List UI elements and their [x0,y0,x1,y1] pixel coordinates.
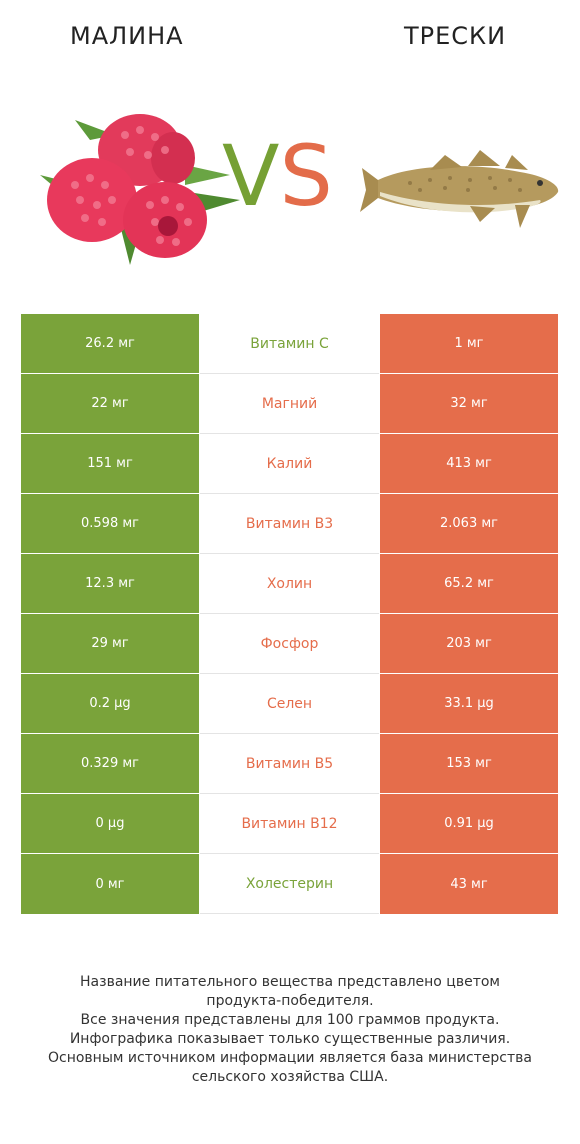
right-value: 203 мг [379,614,558,674]
table-row: 22 мг Магний 32 мг [21,374,558,434]
right-value: 153 мг [379,734,558,794]
table-row: 151 мг Калий 413 мг [21,434,558,494]
right-value: 32 мг [379,374,558,434]
right-value: 2.063 мг [379,494,558,554]
table-row: 0.598 мг Витамин B3 2.063 мг [21,494,558,554]
footer-line: Основным источником информации является … [48,1050,532,1066]
right-value: 33.1 µg [379,674,558,734]
vs-label: VS [222,134,333,218]
nutrient-label: Витамин C [200,314,379,374]
table-row: 0 µg Витамин B12 0.91 µg [21,794,558,854]
footer-notes: Название питательного вещества представл… [20,973,560,1087]
table-row: 0.329 мг Витамин B5 153 мг [21,734,558,794]
vs-s-letter: S [279,127,333,225]
left-value: 26.2 мг [21,314,200,374]
table-row: 0 мг Холестерин 43 мг [21,854,558,914]
right-value: 65.2 мг [379,554,558,614]
right-value: 1 мг [379,314,558,374]
footer-line: Инфографика показывает только существенн… [69,1031,511,1047]
nutrient-label: Витамин B5 [200,734,379,794]
nutrient-label: Витамин B3 [200,494,379,554]
footer-line: сельского хозяйства США. [191,1069,389,1085]
table-row: 0.2 µg Селен 33.1 µg [21,674,558,734]
left-value: 0.598 мг [21,494,200,554]
nutrient-label: Витамин B12 [200,794,379,854]
nutrient-label: Селен [200,674,379,734]
nutrient-label: Калий [200,434,379,494]
cod-fish-image [360,150,559,228]
left-value: 12.3 мг [21,554,200,614]
left-value: 0.329 мг [21,734,200,794]
raspberry-image [40,114,240,265]
table-row: 29 мг Фосфор 203 мг [21,614,558,674]
footer-line: продукта-победителя. [206,993,374,1009]
left-value: 0 мг [21,854,200,914]
table-row: 12.3 мг Холин 65.2 мг [21,554,558,614]
nutrient-label: Магний [200,374,379,434]
vs-v-letter: V [222,127,280,225]
nutrient-label: Холин [200,554,379,614]
left-value: 22 мг [21,374,200,434]
nutrient-label: Фосфор [200,614,379,674]
hero-illustration [40,114,559,265]
right-value: 0.91 µg [379,794,558,854]
right-product-title: ТРЕСКИ [404,22,507,50]
left-value: 151 мг [21,434,200,494]
left-value: 0 µg [21,794,200,854]
nutrient-label: Холестерин [200,854,379,914]
footer-line: Все значения представлены для 100 граммо… [80,1012,500,1028]
right-value: 413 мг [379,434,558,494]
footer-line: Название питательного вещества представл… [80,974,500,990]
left-value: 0.2 µg [21,674,200,734]
left-value: 29 мг [21,614,200,674]
left-product-title: МАЛИНА [70,22,184,50]
right-value: 43 мг [379,854,558,914]
